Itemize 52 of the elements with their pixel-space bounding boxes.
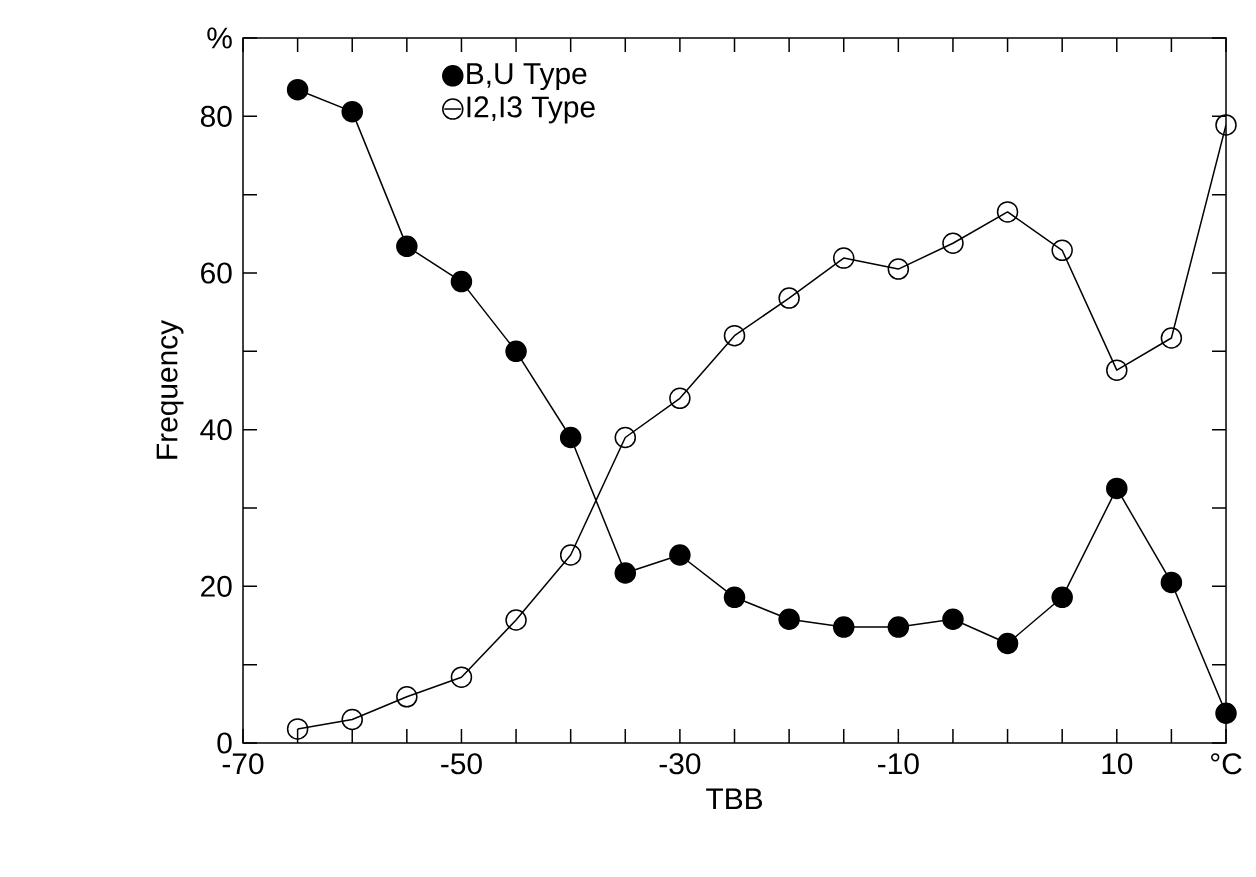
- x-tick-label: 10: [1102, 753, 1133, 775]
- point: [341, 100, 363, 123]
- point: [832, 247, 855, 269]
- point: [614, 426, 637, 449]
- point: [723, 586, 746, 609]
- point: [396, 686, 418, 708]
- point: [1106, 477, 1128, 500]
- x-tick-label: -30: [659, 753, 701, 775]
- legend-label: B,U Type: [467, 63, 587, 91]
- point: [614, 562, 637, 584]
- x-tick-label: -70: [222, 753, 264, 775]
- point: [286, 718, 309, 740]
- point: [669, 387, 691, 410]
- point: [286, 78, 309, 101]
- y-tick-label: %: [207, 27, 232, 49]
- x-tick-label: -50: [441, 753, 482, 775]
- point: [341, 708, 363, 731]
- point: [1160, 571, 1183, 594]
- point: [396, 235, 418, 258]
- point: [887, 258, 910, 280]
- point: [559, 544, 582, 566]
- point: [832, 616, 855, 638]
- x-axis-title: TBB: [706, 788, 762, 810]
- y-axis-title: Frequency: [156, 319, 184, 459]
- point: [505, 609, 527, 631]
- y-tick-label: 60: [201, 262, 232, 284]
- point: [778, 608, 800, 630]
- point: [1160, 327, 1183, 349]
- point: [1106, 359, 1128, 381]
- point: [723, 324, 746, 347]
- point: [1051, 239, 1073, 262]
- point: [887, 616, 910, 638]
- y-tick-label: 40: [200, 419, 232, 441]
- point: [559, 426, 582, 449]
- point: [778, 287, 800, 309]
- point: [1215, 114, 1237, 136]
- point: [996, 632, 1019, 655]
- point: [450, 270, 473, 293]
- point: [505, 340, 527, 363]
- point: [942, 608, 964, 630]
- point: [1215, 702, 1237, 724]
- x-tick-label: -10: [878, 753, 919, 775]
- point: [1051, 586, 1073, 609]
- legend-label: I2,I3 Type: [467, 96, 595, 124]
- point: [996, 201, 1019, 223]
- point: [942, 232, 964, 254]
- point: [450, 666, 473, 688]
- point: [669, 544, 691, 566]
- y-tick-label: 80: [200, 105, 232, 127]
- y-tick-label: 20: [201, 575, 232, 597]
- y-tick-label: 0: [217, 732, 232, 754]
- x-tick-label: °C: [1211, 753, 1242, 775]
